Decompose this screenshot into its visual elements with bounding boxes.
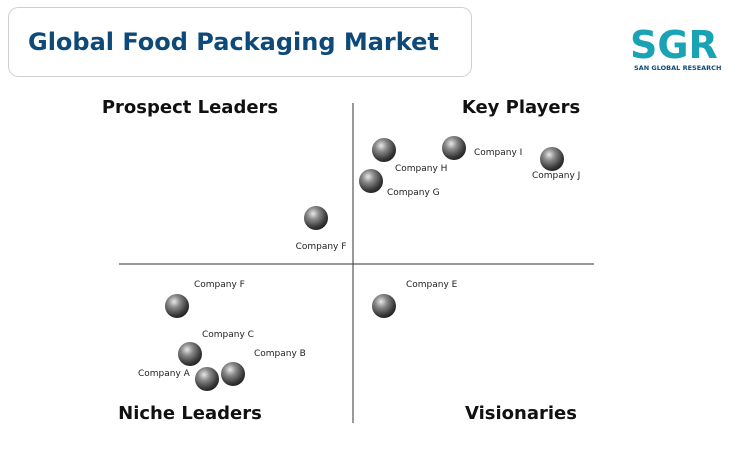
logo-tagline: SAN GLOBAL RESEARCH: [634, 64, 721, 72]
company-label: Company J: [532, 171, 580, 181]
company-label: Company C: [202, 330, 254, 340]
company-label: Company E: [406, 280, 458, 290]
company-bubble: [540, 147, 564, 171]
company-label: Company I: [474, 148, 522, 158]
title-box: [8, 7, 472, 77]
company-label: Company B: [254, 349, 306, 359]
company-bubble: [178, 342, 202, 366]
quadrant-label: Niche Leaders: [118, 403, 262, 424]
company-bubble: [304, 206, 328, 230]
company-label: Company F: [296, 242, 347, 252]
quadrant-label: Visionaries: [465, 403, 577, 424]
company-label: Company A: [138, 369, 191, 379]
company-bubble: [195, 367, 219, 391]
quadrant-label: Key Players: [462, 97, 580, 118]
company-bubble: [442, 136, 466, 160]
logo-name: SGR: [630, 23, 718, 67]
company-bubble: [221, 362, 245, 386]
quadrant-label: Prospect Leaders: [102, 97, 278, 118]
company-bubble: [165, 294, 189, 318]
company-label: Company H: [395, 164, 447, 174]
company-label: Company G: [387, 188, 440, 198]
company-label: Company F: [194, 280, 245, 290]
company-bubble: [359, 169, 383, 193]
company-bubble: [372, 294, 396, 318]
title: Global Food Packaging Market: [28, 28, 439, 56]
company-bubble: [372, 138, 396, 162]
